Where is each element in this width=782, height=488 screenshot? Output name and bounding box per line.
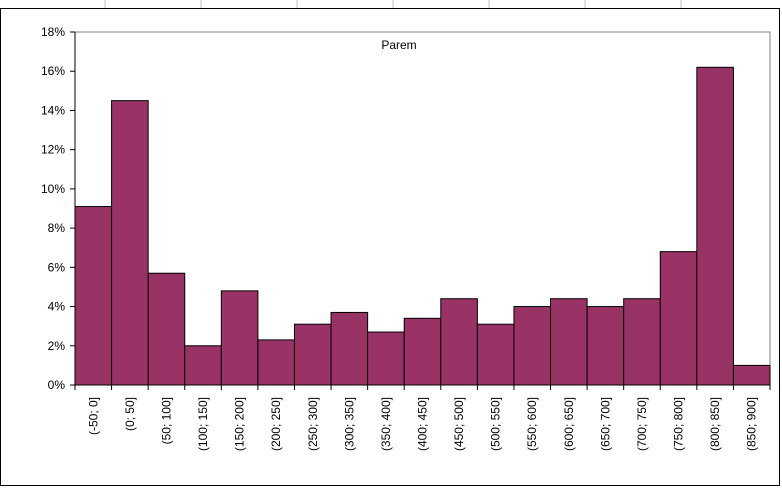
x-category-label: (0; 50]	[123, 397, 137, 431]
x-category-label: (150; 200]	[233, 397, 247, 451]
histogram-chart: Parem 0% 2% 4% 6% 8% 10% 12% 14% 16% 18% (-50; 0] (0…	[41, 25, 771, 451]
x-category-label: (300; 350]	[342, 397, 356, 451]
y-tick-label: 10%	[41, 182, 65, 196]
y-tick-label: 18%	[41, 25, 65, 39]
histogram-bar[interactable]	[586, 306, 625, 386]
x-category-label: (550; 600]	[525, 397, 539, 451]
x-category-label: (750; 800]	[672, 397, 686, 451]
histogram-bar[interactable]	[330, 311, 369, 386]
y-tick-label: 2%	[48, 339, 66, 353]
chart-object[interactable]: Parem 0% 2% 4% 6% 8% 10% 12% 14% 16% 18% (-50; 0] (0…	[0, 8, 780, 486]
x-category-label: (800; 850]	[708, 397, 722, 451]
chart-title: Parem	[381, 38, 416, 52]
histogram-bar[interactable]	[696, 66, 734, 386]
histogram-bar[interactable]	[257, 339, 295, 386]
histogram-bar[interactable]	[732, 364, 771, 386]
x-category-label: (650; 700]	[598, 397, 612, 451]
y-tick-label: 8%	[48, 221, 66, 235]
y-tick-label: 0%	[48, 378, 66, 392]
histogram-bar[interactable]	[550, 298, 588, 386]
y-tick-label: 4%	[48, 300, 66, 314]
x-category-label: (100; 150]	[196, 397, 210, 451]
histogram-bar[interactable]	[403, 317, 442, 386]
histogram-bar[interactable]	[476, 323, 515, 386]
histogram-bar[interactable]	[184, 345, 222, 386]
histogram-bar[interactable]	[220, 290, 259, 386]
histogram-bar[interactable]	[367, 331, 405, 386]
x-category-label: (450; 500]	[452, 397, 466, 451]
x-category-label: (850; 900]	[745, 397, 759, 451]
histogram-bar[interactable]	[623, 298, 661, 386]
x-category-label: (600; 650]	[562, 397, 576, 451]
histogram-bar[interactable]	[513, 306, 552, 386]
x-category-label: (-50; 0]	[86, 397, 100, 435]
histogram-bar[interactable]	[74, 206, 113, 386]
histogram-bar[interactable]	[659, 251, 698, 386]
x-category-label: (500; 550]	[489, 397, 503, 451]
x-category-label: (700; 750]	[635, 397, 649, 451]
x-category-label: (250; 300]	[306, 397, 320, 451]
y-tick-label: 16%	[41, 64, 65, 78]
histogram-bar[interactable]	[147, 272, 186, 386]
histogram-bar[interactable]	[293, 323, 332, 386]
histogram-bar[interactable]	[440, 298, 478, 386]
x-category-label: (350; 400]	[379, 397, 393, 451]
x-category-label: (50; 100]	[159, 397, 173, 444]
y-tick-label: 14%	[41, 103, 65, 117]
histogram-bar[interactable]	[111, 100, 149, 386]
y-tick-label: 12%	[41, 143, 65, 157]
x-category-label: (200; 250]	[269, 397, 283, 451]
y-tick-label: 6%	[48, 260, 66, 274]
x-category-label: (400; 450]	[416, 397, 430, 451]
